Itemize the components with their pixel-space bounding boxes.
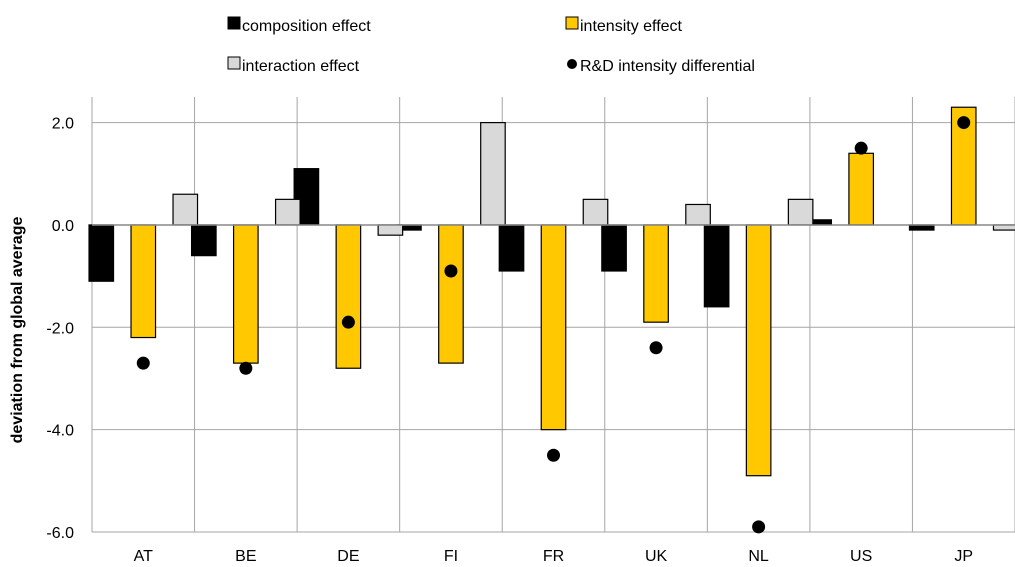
point-rd-intensity-nl (752, 520, 766, 534)
bar-intensity-effect-at (130, 224, 157, 339)
bar-composition-effect-nl (703, 224, 730, 308)
point-rd-intensity-fi (444, 264, 458, 278)
bar-composition-effect-be (190, 224, 217, 257)
y-tick-label: 0.0 (52, 218, 74, 235)
x-tick-label-fr: FR (543, 548, 564, 565)
legend: composition effect intensity effect intera… (227, 16, 755, 75)
point-rd-intensity-be (239, 361, 253, 375)
x-tick-label-at: AT (134, 548, 153, 565)
points (136, 116, 971, 534)
bar-composition-effect-uk (601, 224, 627, 272)
point-rd-intensity-us (854, 141, 868, 155)
legend-item-3: interaction effect (227, 56, 360, 75)
y-tick-label: -2.0 (46, 320, 74, 337)
bar-intensity-effect-uk (643, 224, 669, 323)
bar-intensity-effect-fi (438, 224, 464, 364)
bar-interaction-effect-be (274, 198, 301, 226)
legend-label: composition effect (242, 18, 371, 35)
x-tick-labels: AT BE DE FI FR UK NL US JP (134, 548, 973, 565)
x-tick-label-nl: NL (748, 548, 769, 565)
legend-swatch (567, 59, 577, 69)
x-tick-label-de: DE (337, 548, 359, 565)
y-tick-labels: 2.0 0.0 -2.0 -4.0 -6.0 (46, 116, 74, 542)
legend-item-4: R&D intensity differential (567, 58, 755, 75)
bar-composition-effect-at (88, 224, 115, 282)
x-tick-label-uk: UK (645, 548, 668, 565)
bars (88, 106, 1015, 477)
legend-swatch (565, 16, 579, 30)
bar-intensity-effect-nl (745, 224, 772, 477)
point-rd-intensity-de (341, 315, 355, 329)
legend-item-1: composition effect (227, 16, 371, 35)
bar-interaction-effect-fr (582, 198, 609, 226)
x-tick-label-fi: FI (444, 548, 458, 565)
bar-intensity-effect-fr (540, 224, 567, 431)
legend-swatch (227, 56, 241, 70)
point-rd-intensity-jp (957, 116, 971, 130)
x-tick-label-us: US (850, 548, 872, 565)
bar-interaction-effect-fi (480, 121, 506, 226)
bar-interaction-effect-uk (685, 203, 711, 226)
x-tick-label-jp: JP (954, 548, 973, 565)
y-tick-label: -4.0 (46, 423, 74, 440)
y-tick-label: 2.0 (52, 116, 74, 133)
bar-interaction-effect-nl (787, 198, 814, 226)
legend-label: intensity effect (580, 18, 683, 35)
bar-interaction-effect-at (172, 193, 199, 226)
x-tick-label-be: BE (235, 548, 256, 565)
bar-intensity-effect-de (335, 224, 362, 369)
bar-intensity-effect-be (232, 224, 259, 364)
legend-item-2: intensity effect (565, 16, 683, 35)
legend-label: interaction effect (242, 58, 360, 75)
legend-label: R&D intensity differential (580, 58, 755, 75)
bar-composition-effect-fr (498, 224, 525, 272)
point-rd-intensity-at (136, 356, 150, 370)
legend-swatch (227, 16, 241, 30)
bar-interaction-effect-jp (992, 224, 1015, 231)
bar-intensity-effect-us (848, 152, 875, 226)
y-tick-label: -6.0 (46, 525, 74, 542)
bar-interaction-effect-de (377, 224, 404, 236)
point-rd-intensity-uk (649, 341, 663, 355)
bar-composition-effect-jp (908, 224, 935, 231)
point-rd-intensity-fr (547, 448, 560, 462)
y-axis-label: deviation from global average (9, 217, 26, 444)
